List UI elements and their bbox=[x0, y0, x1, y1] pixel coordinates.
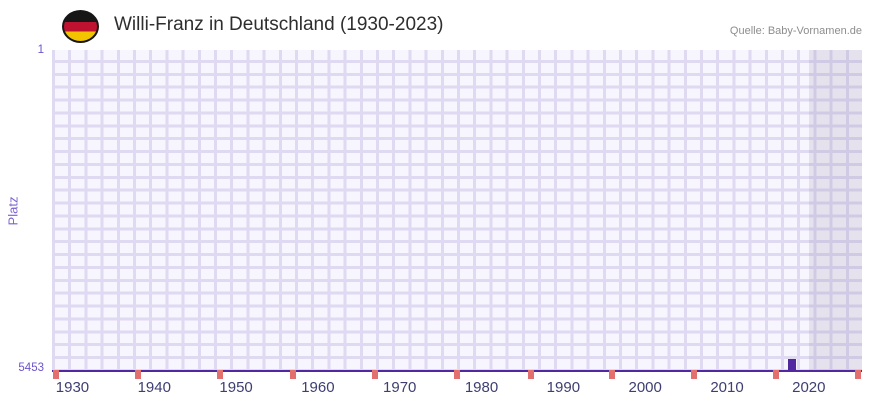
unranked-marker bbox=[216, 370, 223, 379]
unranked-marker bbox=[609, 370, 616, 379]
x-tick-label: 2020 bbox=[792, 379, 826, 396]
source-label: Quelle: Baby-Vornamen.de bbox=[729, 25, 862, 37]
chart-title: Willi-Franz in Deutschland (1930-2023) bbox=[114, 14, 444, 35]
y-axis-title: Platz bbox=[5, 196, 21, 226]
x-tick-label: 1930 bbox=[55, 379, 90, 396]
x-tick-label: 1980 bbox=[464, 379, 499, 396]
unranked-marker bbox=[454, 370, 460, 379]
x-axis: 1930 1940 1950 1960 1970 1980 1990 2000 2010 2020 bbox=[52, 379, 862, 401]
data-point-bar bbox=[788, 358, 797, 372]
x-tick-label: 1990 bbox=[546, 379, 581, 396]
plot-area bbox=[52, 50, 862, 379]
unranked-marker bbox=[372, 370, 379, 379]
y-tick-max: 1 bbox=[37, 44, 44, 56]
unranked-marker bbox=[134, 370, 141, 379]
x-tick-label: 1950 bbox=[219, 379, 253, 396]
unranked-marker bbox=[773, 370, 780, 379]
y-tick-min: 5453 bbox=[18, 362, 44, 374]
unranked-marker bbox=[290, 370, 297, 379]
unranked-marker bbox=[854, 370, 861, 379]
x-tick-label: 1970 bbox=[383, 379, 417, 396]
unranked-marker bbox=[691, 370, 698, 379]
x-tick-label: 1940 bbox=[137, 379, 171, 396]
germany-flag-icon bbox=[62, 10, 99, 43]
recent-years-band bbox=[808, 50, 862, 372]
unranked-marker bbox=[527, 370, 534, 379]
unranked-marker bbox=[53, 370, 60, 379]
x-tick-label: 2000 bbox=[628, 379, 662, 396]
x-tick-label: 2010 bbox=[710, 379, 744, 396]
x-tick-label: 1960 bbox=[301, 379, 335, 396]
